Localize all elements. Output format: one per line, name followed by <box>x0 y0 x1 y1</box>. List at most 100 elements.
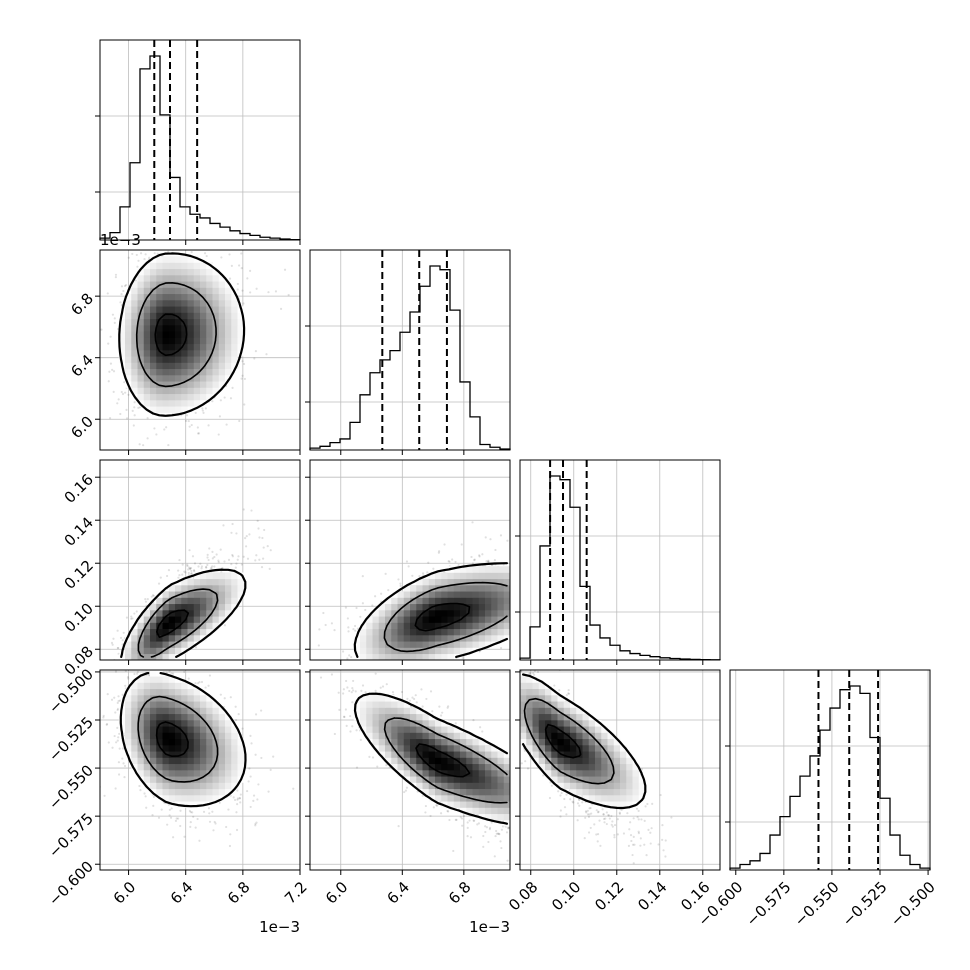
scatter-point <box>122 631 125 634</box>
scatter-point <box>229 397 233 400</box>
scatter-point <box>217 561 220 564</box>
scatter-point <box>188 425 191 428</box>
scatter-point <box>515 586 517 588</box>
density-cell <box>156 597 163 605</box>
grid-lines <box>310 250 510 450</box>
density-cell <box>212 610 220 617</box>
scatter-point <box>241 374 244 377</box>
scatter-point <box>374 595 377 598</box>
scatter-point <box>151 666 153 668</box>
scatter-point <box>424 677 426 679</box>
density-cell <box>175 400 182 407</box>
density-cell <box>231 362 238 370</box>
scatter-point <box>208 547 211 550</box>
scatter-point <box>175 496 177 498</box>
density-cell <box>218 585 226 592</box>
scatter-point <box>97 313 99 315</box>
scatter-point <box>333 629 336 632</box>
scatter-point <box>358 679 360 681</box>
density-cell <box>218 375 226 382</box>
axes-frame <box>729 669 931 871</box>
scatter-point <box>105 673 107 675</box>
scatter-point <box>189 566 193 570</box>
density-cell <box>187 350 195 357</box>
density-cell <box>187 256 195 263</box>
scatter-point <box>185 414 189 417</box>
density-cell <box>181 387 188 395</box>
density-cell <box>181 603 188 611</box>
scatter-point <box>163 666 165 668</box>
density-cell <box>212 300 220 307</box>
density-cell <box>162 406 170 413</box>
density-cell <box>131 653 138 660</box>
scatter-point <box>454 560 457 564</box>
density-cell <box>131 312 138 320</box>
scatter-point <box>523 602 525 604</box>
scatter-point <box>438 662 440 664</box>
density-cell <box>143 300 151 307</box>
density-cell <box>193 325 201 332</box>
density-cell <box>156 616 163 623</box>
density-cell <box>193 337 201 345</box>
density-cell <box>193 610 201 617</box>
scatter-point <box>153 427 156 430</box>
density-cell <box>206 350 213 357</box>
density-cell <box>218 275 226 282</box>
scatter-point <box>513 574 515 576</box>
density-cell <box>187 343 195 351</box>
density-cell <box>156 268 163 276</box>
scatter-point <box>122 289 125 293</box>
scatter-point <box>148 256 151 259</box>
scatter-point <box>172 246 174 248</box>
density-cell <box>231 300 238 307</box>
density-cell <box>206 287 213 295</box>
scatter-point <box>243 403 246 406</box>
density-cell <box>218 343 226 351</box>
density-cell <box>168 610 176 617</box>
scatter-point <box>234 566 237 569</box>
density-cell <box>156 318 163 326</box>
scatter-point <box>528 518 530 520</box>
density-cell <box>212 585 220 592</box>
density-cell <box>150 622 157 630</box>
scatter-point <box>522 573 524 575</box>
density-cell <box>156 300 163 307</box>
density-cell <box>156 275 163 282</box>
density-cell <box>175 597 182 605</box>
scatter-point <box>532 547 534 549</box>
contour-level-2 <box>156 609 190 638</box>
density-cell <box>137 362 145 370</box>
scatter-point <box>182 243 184 245</box>
scatter-point <box>139 252 143 255</box>
density-cell <box>212 375 220 382</box>
scatter-point <box>604 551 606 553</box>
scatter-point <box>253 357 256 360</box>
density-cell <box>143 356 151 363</box>
scatter-point <box>181 563 184 566</box>
scatter-point <box>113 321 116 324</box>
density-cell <box>168 375 176 382</box>
scatter-point <box>516 570 518 572</box>
density-cell <box>168 256 176 263</box>
scatter-point <box>147 667 149 669</box>
scatter-point <box>171 247 173 249</box>
density-cell <box>212 622 220 630</box>
scatter-point <box>499 646 503 650</box>
scatter-point <box>123 284 127 288</box>
density-cell <box>187 381 195 388</box>
density-cell <box>193 362 201 370</box>
density-cell <box>137 393 145 401</box>
density-cell <box>200 318 207 326</box>
density-cell <box>212 381 220 388</box>
density-cell <box>137 325 145 332</box>
scatter-point <box>235 532 238 535</box>
scatter-point <box>154 663 156 665</box>
scatter-point <box>330 622 333 625</box>
scatter-point <box>211 400 214 403</box>
scatter-point <box>413 662 415 664</box>
scatter-point <box>566 533 568 535</box>
density-cell <box>225 597 232 605</box>
density-cell <box>218 287 226 295</box>
density-cell <box>162 375 170 382</box>
density-cell <box>237 591 245 598</box>
